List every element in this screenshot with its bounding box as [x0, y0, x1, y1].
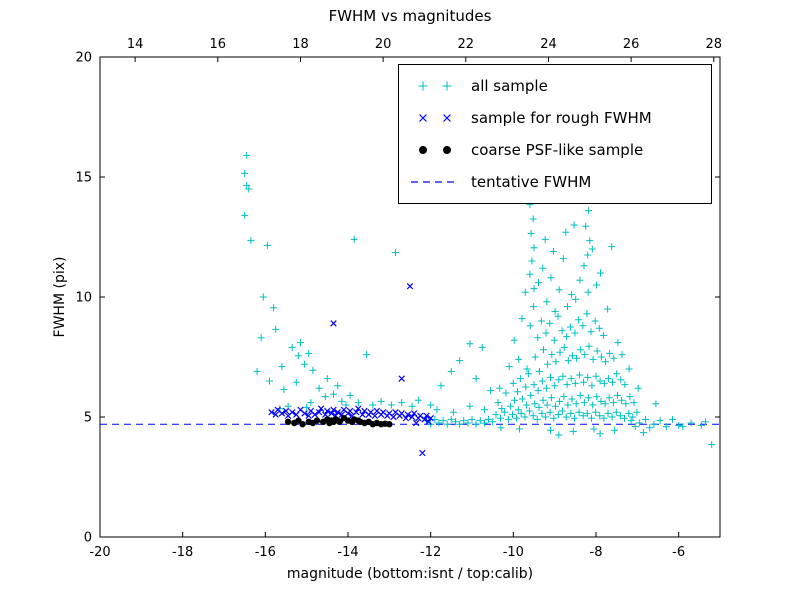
scatter-series-sample-for-rough-FWHM [268, 282, 434, 457]
scatter-series-coarse-PSF-like-sample [284, 415, 393, 428]
y-tick-label: 20 [75, 51, 92, 66]
x-tick-label: -8 [590, 545, 603, 560]
x-tick-label: -20 [89, 545, 110, 560]
x-top-tick-label: 28 [706, 37, 723, 52]
y-tick-label: 10 [75, 291, 92, 306]
legend-label: tentative FWHM [471, 173, 592, 191]
dot-markers-icon [409, 140, 461, 160]
x-top-tick-label: 16 [210, 37, 227, 52]
x-top-tick-label: 18 [292, 37, 309, 52]
legend-item-tentative-fwhm: tentative FWHM [399, 166, 711, 198]
x-top-tick-label: 14 [127, 37, 144, 52]
legend-label: sample for rough FWHM [471, 109, 652, 127]
axis-ticks: -20 -18 -16 -14 -12 -10 -8 -6 14 16 18 20 22 24 26 28 0 5… [75, 37, 722, 560]
x-tick-label: -6 [672, 545, 685, 560]
x-top-tick-label: 22 [458, 37, 475, 52]
legend-item-all-sample: all sample [399, 70, 711, 102]
legend-item-rough-fwhm: sample for rough FWHM [399, 102, 711, 134]
x-top-tick-label: 20 [375, 37, 392, 52]
legend-item-psf-sample: coarse PSF-like sample [399, 134, 711, 166]
x-axis-label: magnitude (bottom:isnt / top:calib) [286, 566, 534, 582]
x-markers-icon [409, 108, 461, 128]
x-tick-label: -18 [172, 545, 193, 560]
x-tick-label: -10 [503, 545, 524, 560]
scatter-series-all-sample [241, 151, 716, 449]
x-top-tick-label: 24 [540, 37, 557, 52]
y-axis-label: FWHM (pix) [52, 256, 68, 338]
legend: all sample sample for rough FWHM coarse … [398, 64, 712, 204]
x-tick-label: -16 [255, 545, 276, 560]
chart-title: FWHM vs magnitudes [328, 7, 492, 25]
y-tick-label: 15 [75, 171, 92, 186]
legend-label: coarse PSF-like sample [471, 141, 644, 159]
x-top-tick-label: 26 [623, 37, 640, 52]
y-tick-label: 0 [84, 531, 92, 546]
dashed-line-icon [409, 172, 461, 192]
y-tick-label: 5 [84, 411, 92, 426]
x-tick-label: -14 [337, 545, 358, 560]
plus-markers-icon [409, 76, 461, 96]
x-tick-label: -12 [420, 545, 441, 560]
legend-label: all sample [471, 77, 548, 95]
